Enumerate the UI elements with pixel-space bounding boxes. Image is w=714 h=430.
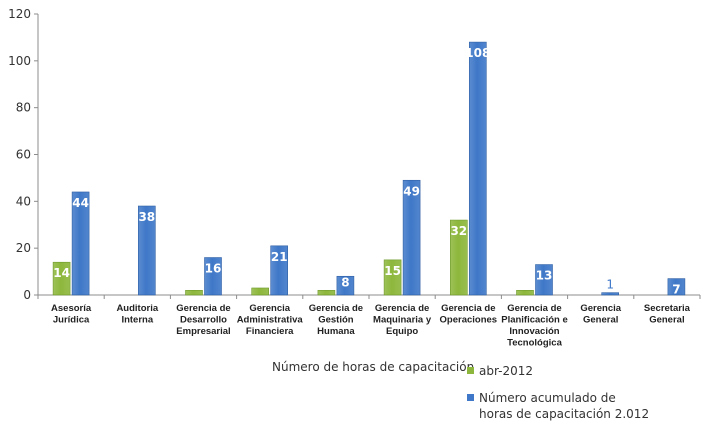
- bar-value-label: 108: [465, 46, 490, 60]
- legend-swatch-green: [467, 367, 474, 374]
- bar-value-label: 1: [606, 278, 614, 292]
- bar-acumulado: [468, 41, 487, 296]
- x-tick-label: Secretaria General: [644, 303, 691, 326]
- bar-value-label: 15: [384, 264, 401, 278]
- y-tick-label: 20: [16, 241, 31, 255]
- x-tick-label: Gerencia de Maquinaria y Equipo: [373, 303, 432, 337]
- bar-acumulado: [601, 292, 620, 296]
- bar-acumulado: [402, 179, 421, 296]
- bar-value-label: 44: [72, 196, 89, 210]
- bars: [52, 41, 686, 296]
- x-tick-label: Gerencia de Planificación e Innovación Tecn…: [501, 303, 568, 349]
- bar-value-label: 8: [341, 275, 349, 289]
- y-tick-label: 40: [16, 194, 31, 208]
- bar-abr-2012: [516, 290, 534, 296]
- y-tick-label: 60: [16, 148, 31, 162]
- bar-abr-2012: [449, 219, 468, 296]
- bar-abr-2012: [317, 290, 336, 296]
- x-axis: Asesoría Jurídica Auditoria Interna Gerencia…: [37, 294, 701, 349]
- bar-acumulado: [336, 275, 355, 296]
- legend-item-acumulado: Número acumulado de horas de capacitació…: [467, 390, 649, 422]
- bar-value-label: 38: [138, 210, 155, 224]
- bar-abr-2012: [383, 259, 402, 296]
- bar-value-label: 14: [53, 266, 70, 280]
- legend-item-abr-2012: abr-2012: [467, 363, 533, 379]
- x-tick-label: Gerencia de Desarrollo Empresarial: [176, 303, 230, 337]
- legend-label: Número acumulado de horas de capacitació…: [479, 391, 650, 421]
- bar-value-label: 7: [672, 283, 680, 297]
- legend-label: abr-2012: [479, 364, 534, 378]
- y-axis: 0 20 40 60 80 100 120: [8, 7, 39, 302]
- bar-value-label: 16: [205, 262, 222, 276]
- x-tick-label: Auditoria Interna: [116, 303, 158, 326]
- legend-title: Número de horas de capacitación: [272, 360, 475, 374]
- x-tick-label: Asesoría Jurídica: [51, 303, 92, 326]
- x-tick-label: Gerencia de Gestión Humana: [309, 303, 363, 337]
- bar-value-label: 21: [271, 250, 288, 264]
- bar-value-label: 49: [403, 184, 420, 198]
- bar-acumulado: [138, 205, 156, 296]
- legend-swatch-blue: [467, 394, 474, 401]
- bar-labels: 14 44 38 16 21 8 15 49 32 108 13 1 7: [53, 46, 680, 297]
- bar-acumulado: [667, 278, 686, 296]
- bar-acumulado: [204, 257, 222, 296]
- bar-abr-2012: [251, 287, 269, 296]
- bar-abr-2012: [52, 261, 71, 296]
- y-tick-label: 80: [16, 101, 31, 115]
- bar-acumulado: [270, 245, 289, 296]
- y-tick-label: 120: [8, 7, 31, 21]
- y-tick-label: 0: [23, 288, 31, 302]
- bar-value-label: 32: [450, 224, 467, 238]
- bar-acumulado: [535, 264, 553, 296]
- x-tick-label: Gerencia General: [580, 303, 621, 326]
- y-tick-label: 100: [8, 54, 31, 68]
- x-tick-label: Gerencia Administrativa Financiera: [237, 303, 304, 337]
- bar-acumulado: [71, 191, 90, 296]
- x-tick-label: Gerencia de Operaciones: [440, 303, 498, 326]
- bar-value-label: 13: [536, 269, 553, 283]
- bar-abr-2012: [185, 290, 203, 296]
